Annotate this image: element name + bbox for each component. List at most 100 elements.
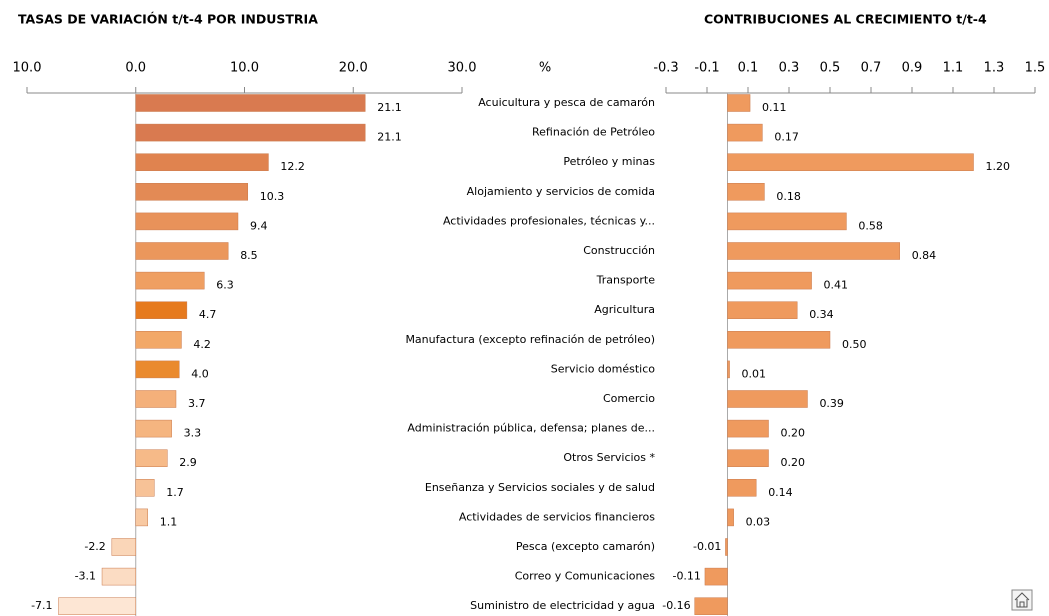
bar xyxy=(111,538,136,556)
bar xyxy=(135,419,172,438)
x-tick-label: -0.3 xyxy=(653,61,678,76)
bar xyxy=(727,508,734,527)
bar xyxy=(135,508,148,527)
x-tick-label: 0.1 xyxy=(738,61,759,76)
x-tick-label: 0.5 xyxy=(820,61,841,76)
x-tick-label: 30.0 xyxy=(448,61,477,76)
x-tick-label: 0.0 xyxy=(125,61,146,76)
x-tick-label: -0.1 xyxy=(694,61,719,76)
bar xyxy=(135,301,188,319)
value-label: 0.18 xyxy=(776,190,801,203)
x-tick-label: 1.3 xyxy=(984,61,1005,76)
home-button[interactable] xyxy=(1011,589,1033,611)
bar xyxy=(727,331,831,349)
bar xyxy=(101,567,136,586)
bar xyxy=(135,153,269,171)
bar xyxy=(135,123,366,142)
category-label: Pesca (excepto camarón) xyxy=(516,540,655,553)
value-label: 0.58 xyxy=(858,219,883,232)
category-label: Correo y Comunicaciones xyxy=(515,570,656,583)
category-label: Suministro de electricidad y agua xyxy=(470,599,655,612)
bar xyxy=(727,360,730,379)
category-label: Alojamiento y servicios de comida xyxy=(467,185,655,198)
value-label: 0.11 xyxy=(762,101,787,114)
bar xyxy=(727,153,974,171)
bar xyxy=(135,360,180,379)
value-label: 0.50 xyxy=(842,338,867,351)
bar xyxy=(727,242,900,260)
value-label: -2.2 xyxy=(84,540,105,553)
category-label: Actividades profesionales, técnicas y... xyxy=(443,214,655,227)
value-label: 9.4 xyxy=(250,219,268,232)
category-label: Acuicultura y pesca de camarón xyxy=(478,96,655,109)
value-label: 4.2 xyxy=(193,338,211,351)
bar xyxy=(727,271,812,290)
value-label: 2.9 xyxy=(179,456,197,469)
x-tick-label: 1.1 xyxy=(943,61,964,76)
value-label: 0.01 xyxy=(742,367,767,380)
value-label: -7.1 xyxy=(31,599,52,612)
category-label: Otros Servicios * xyxy=(563,451,655,464)
bar xyxy=(727,123,763,142)
bar xyxy=(727,419,769,438)
category-label: Refinación de Petróleo xyxy=(532,126,655,139)
bar xyxy=(135,183,249,201)
bar xyxy=(58,597,136,615)
x-tick-label: 20.0 xyxy=(339,61,368,76)
bar xyxy=(135,242,229,260)
category-label: Construcción xyxy=(583,244,655,257)
x-tick-label: 0.9 xyxy=(902,61,923,76)
value-label: 0.34 xyxy=(809,308,834,321)
category-label: Agricultura xyxy=(594,303,655,316)
value-label: 21.1 xyxy=(377,101,402,114)
category-label: Comercio xyxy=(603,392,655,405)
category-label: Transporte xyxy=(596,274,656,287)
x-axis-label: % xyxy=(539,61,551,76)
value-label: -0.16 xyxy=(662,599,690,612)
bar xyxy=(727,390,808,408)
bar xyxy=(727,183,765,201)
value-label: 3.3 xyxy=(184,427,202,440)
value-label: 10.3 xyxy=(260,190,285,203)
bar xyxy=(694,597,728,615)
value-label: 4.7 xyxy=(199,308,217,321)
value-label: 12.2 xyxy=(280,160,305,173)
value-label: 0.17 xyxy=(774,131,799,144)
chart-title: TASAS DE VARIACIÓN t/t-4 POR INDUSTRIA xyxy=(18,12,318,27)
value-label: -3.1 xyxy=(75,570,96,583)
category-label: Manufactura (excepto refinación de petró… xyxy=(405,333,655,346)
bar xyxy=(725,538,728,556)
category-label: Petróleo y minas xyxy=(563,155,655,168)
category-label: Enseñanza y Servicios sociales y de salu… xyxy=(425,481,655,494)
bar xyxy=(727,479,757,497)
value-label: 21.1 xyxy=(377,131,402,144)
bar xyxy=(727,449,769,467)
value-label: 1.1 xyxy=(160,515,178,528)
bar xyxy=(135,212,239,231)
category-label: Actividades de servicios financieros xyxy=(459,510,655,523)
category-label: Administración pública, defensa; planes … xyxy=(407,422,655,435)
bar xyxy=(135,449,168,467)
value-label: 0.20 xyxy=(781,456,806,469)
value-label: 1.20 xyxy=(986,160,1011,173)
chart-title: CONTRIBUCIONES AL CRECIMIENTO t/t-4 xyxy=(704,12,987,27)
bar xyxy=(704,567,728,586)
x-tick-label: 0.3 xyxy=(779,61,800,76)
bar xyxy=(135,390,177,408)
bar xyxy=(135,479,155,497)
bar xyxy=(135,271,205,290)
value-label: 0.41 xyxy=(824,279,849,292)
bar xyxy=(135,331,182,349)
value-label: -0.11 xyxy=(672,570,700,583)
x-tick-label: 1.5 xyxy=(1025,61,1046,76)
value-label: 1.7 xyxy=(166,486,184,499)
value-label: 0.20 xyxy=(781,427,806,440)
value-label: 0.03 xyxy=(746,515,771,528)
value-label: 0.84 xyxy=(912,249,937,262)
value-label: 4.0 xyxy=(191,367,209,380)
x-tick-label: 10.0 xyxy=(13,61,42,76)
x-tick-label: 10.0 xyxy=(230,61,259,76)
bar xyxy=(727,94,751,112)
value-label: 0.14 xyxy=(768,486,793,499)
